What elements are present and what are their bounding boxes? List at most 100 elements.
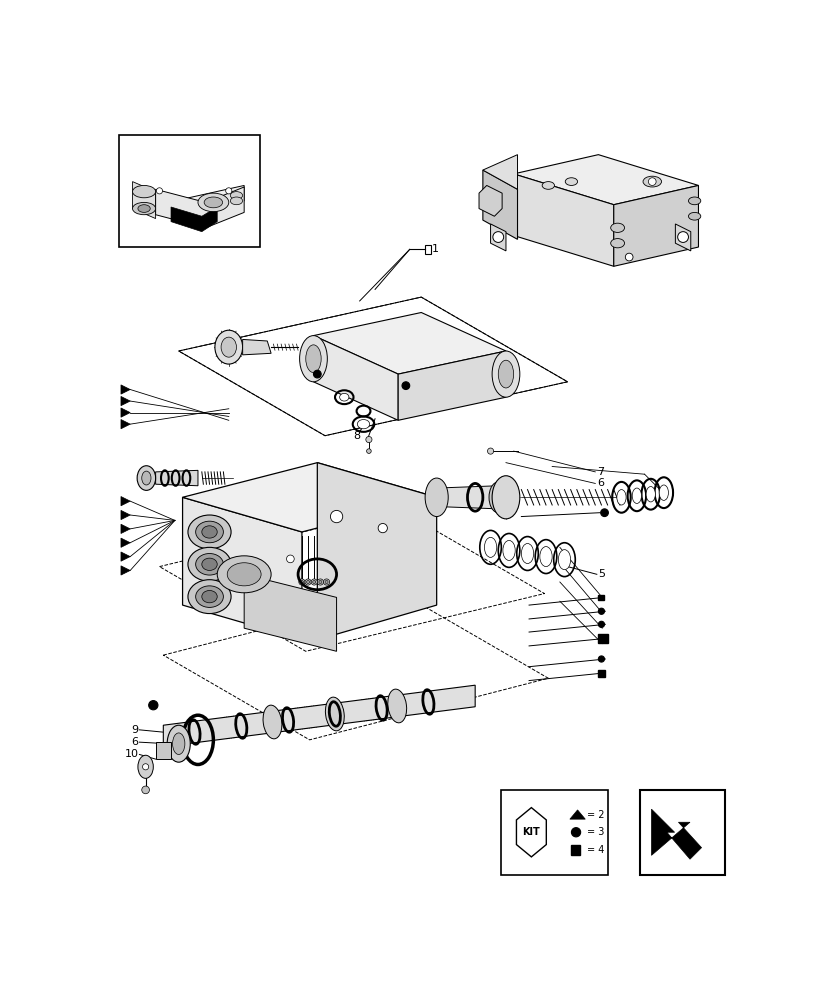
Ellipse shape bbox=[643, 176, 661, 187]
Circle shape bbox=[492, 232, 503, 242]
Polygon shape bbox=[482, 170, 517, 239]
Polygon shape bbox=[479, 185, 501, 216]
Polygon shape bbox=[121, 420, 130, 429]
Polygon shape bbox=[242, 339, 270, 355]
Text: 7: 7 bbox=[596, 467, 603, 477]
Bar bbox=[598, 670, 605, 677]
Ellipse shape bbox=[188, 547, 231, 581]
Ellipse shape bbox=[202, 558, 217, 570]
Circle shape bbox=[325, 580, 327, 584]
Circle shape bbox=[402, 382, 409, 390]
Ellipse shape bbox=[491, 351, 519, 397]
Ellipse shape bbox=[215, 330, 242, 364]
Polygon shape bbox=[500, 790, 608, 875]
Polygon shape bbox=[398, 351, 505, 420]
Ellipse shape bbox=[658, 485, 667, 500]
Ellipse shape bbox=[610, 239, 624, 248]
Circle shape bbox=[156, 188, 162, 194]
Ellipse shape bbox=[610, 223, 624, 232]
Bar bbox=[598, 634, 607, 643]
Bar bbox=[598, 595, 603, 600]
Ellipse shape bbox=[137, 466, 155, 490]
Ellipse shape bbox=[542, 182, 554, 189]
Circle shape bbox=[600, 509, 608, 517]
Ellipse shape bbox=[325, 697, 344, 731]
Circle shape bbox=[323, 579, 329, 585]
Circle shape bbox=[366, 436, 371, 443]
Polygon shape bbox=[513, 155, 698, 205]
Ellipse shape bbox=[141, 471, 151, 485]
Polygon shape bbox=[163, 685, 475, 747]
Polygon shape bbox=[675, 224, 690, 251]
Polygon shape bbox=[313, 312, 505, 374]
Circle shape bbox=[300, 580, 303, 584]
Circle shape bbox=[648, 178, 655, 185]
Polygon shape bbox=[121, 510, 130, 520]
Ellipse shape bbox=[645, 487, 654, 502]
Polygon shape bbox=[516, 808, 546, 857]
Polygon shape bbox=[651, 809, 700, 859]
Text: 6: 6 bbox=[596, 478, 603, 488]
Ellipse shape bbox=[172, 733, 184, 754]
Circle shape bbox=[311, 579, 317, 585]
Ellipse shape bbox=[557, 550, 570, 570]
Text: 1: 1 bbox=[432, 244, 438, 254]
Polygon shape bbox=[182, 497, 302, 640]
Polygon shape bbox=[482, 155, 517, 189]
Polygon shape bbox=[313, 336, 398, 420]
Ellipse shape bbox=[138, 755, 153, 778]
Circle shape bbox=[378, 523, 387, 533]
Ellipse shape bbox=[263, 705, 281, 739]
Ellipse shape bbox=[424, 478, 447, 517]
Text: 8: 8 bbox=[352, 431, 360, 441]
Polygon shape bbox=[155, 742, 171, 759]
Bar bbox=[424, 245, 431, 254]
Ellipse shape bbox=[188, 580, 231, 614]
Circle shape bbox=[142, 764, 149, 770]
Circle shape bbox=[317, 579, 323, 585]
Polygon shape bbox=[121, 524, 130, 533]
Ellipse shape bbox=[484, 537, 496, 557]
Ellipse shape bbox=[188, 515, 231, 549]
Polygon shape bbox=[155, 187, 244, 228]
Ellipse shape bbox=[339, 393, 348, 401]
Ellipse shape bbox=[198, 193, 228, 212]
Ellipse shape bbox=[502, 540, 514, 560]
Circle shape bbox=[487, 448, 493, 454]
Polygon shape bbox=[513, 174, 613, 266]
Circle shape bbox=[313, 370, 321, 378]
Polygon shape bbox=[121, 538, 130, 547]
Circle shape bbox=[299, 579, 304, 585]
Polygon shape bbox=[121, 408, 130, 417]
Text: 10: 10 bbox=[125, 749, 138, 759]
Ellipse shape bbox=[230, 192, 242, 199]
Ellipse shape bbox=[387, 689, 406, 723]
Ellipse shape bbox=[357, 420, 369, 429]
Ellipse shape bbox=[539, 547, 552, 567]
Circle shape bbox=[226, 188, 232, 194]
Ellipse shape bbox=[687, 212, 700, 220]
Bar bbox=[570, 845, 579, 855]
Text: = 2: = 2 bbox=[586, 810, 604, 820]
Circle shape bbox=[313, 580, 315, 584]
Polygon shape bbox=[155, 470, 198, 486]
Ellipse shape bbox=[565, 178, 577, 185]
Polygon shape bbox=[171, 207, 217, 232]
Polygon shape bbox=[121, 566, 130, 575]
Text: 5: 5 bbox=[598, 569, 605, 579]
Polygon shape bbox=[121, 497, 130, 506]
Ellipse shape bbox=[498, 360, 513, 388]
Circle shape bbox=[624, 253, 633, 261]
Ellipse shape bbox=[491, 476, 519, 519]
Text: = 4: = 4 bbox=[586, 845, 604, 855]
Ellipse shape bbox=[202, 526, 217, 538]
Circle shape bbox=[318, 580, 322, 584]
Ellipse shape bbox=[195, 554, 223, 575]
Ellipse shape bbox=[202, 590, 217, 603]
Text: 6: 6 bbox=[131, 737, 138, 747]
Ellipse shape bbox=[138, 205, 150, 212]
Polygon shape bbox=[119, 135, 259, 247]
Circle shape bbox=[149, 701, 158, 710]
Ellipse shape bbox=[204, 197, 222, 208]
Polygon shape bbox=[490, 224, 505, 251]
